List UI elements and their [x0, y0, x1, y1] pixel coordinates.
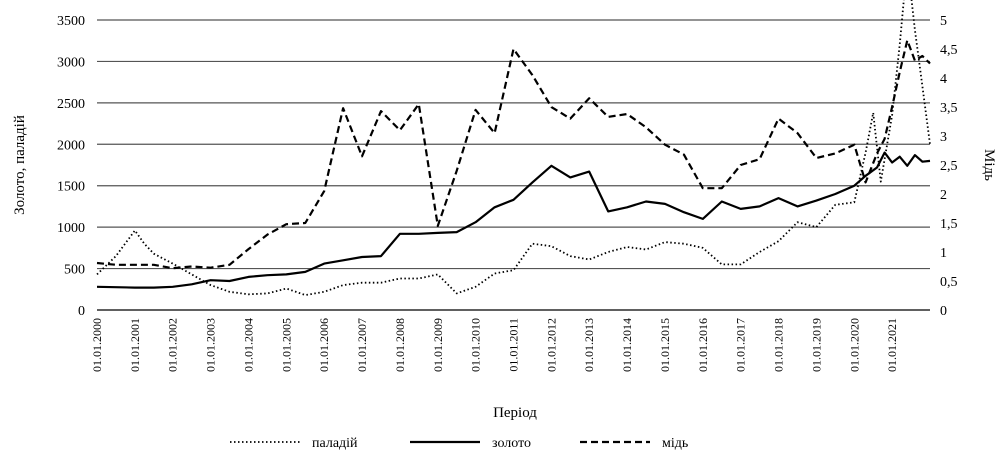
- x-axis-ticks: 01.01.2000 01.01.2001 01.01.2002 01.01.2003…: [90, 318, 899, 372]
- y-right-tick-label: 5: [940, 14, 947, 29]
- legend-label: золото: [492, 436, 531, 451]
- y-left-tick-label: 2500: [57, 97, 85, 112]
- x-tick-label: 01.01.2010: [469, 318, 483, 372]
- left-axis-ticks: 0 500 1000 1500 2000 2500 3000 3500: [57, 14, 85, 319]
- x-tick-label: 01.01.2016: [696, 318, 710, 372]
- x-tick-label: 01.01.2017: [734, 318, 748, 372]
- x-tick-label: 01.01.2004: [241, 318, 255, 372]
- y-right-tick-label: 4: [940, 72, 947, 87]
- y-left-tick-label: 3500: [57, 14, 85, 29]
- y-right-tick-label: 3: [940, 130, 947, 145]
- x-tick-label: 01.01.2013: [582, 318, 596, 372]
- series-line-solid: [96, 151, 931, 289]
- y-right-tick-label: 0: [940, 304, 947, 319]
- y-left-tick-label: 500: [64, 263, 85, 278]
- y-axis-left-title: Золото, паладій: [12, 115, 28, 215]
- legend-label: паладій: [312, 436, 358, 451]
- x-tick-label: 01.01.2015: [658, 318, 672, 372]
- y-axis-right-title: Мідь: [981, 149, 997, 181]
- x-axis-title: Період: [493, 405, 537, 421]
- y-right-tick-label: 1,5: [940, 217, 958, 232]
- y-right-tick-label: 2: [940, 188, 947, 203]
- x-tick-label: 01.01.2021: [885, 318, 899, 372]
- x-tick-label: 01.01.2009: [431, 318, 445, 372]
- x-tick-label: 01.01.2012: [544, 318, 558, 372]
- y-right-tick-label: 0,5: [940, 275, 958, 290]
- y-left-tick-label: 1000: [57, 221, 85, 236]
- series-line-dotted: [96, 0, 931, 297]
- x-tick-label: 01.01.2019: [809, 318, 823, 372]
- y-right-tick-label: 4,5: [940, 43, 958, 58]
- series-line-dashed: [96, 39, 931, 270]
- x-tick-label: 01.01.2014: [620, 318, 634, 372]
- x-tick-label: 01.01.2000: [90, 318, 104, 372]
- x-tick-label: 01.01.2006: [317, 318, 331, 372]
- x-tick-label: 01.01.2001: [128, 318, 142, 372]
- gridlines: [97, 19, 930, 270]
- y-left-tick-label: 3000: [57, 55, 85, 70]
- y-left-tick-label: 0: [78, 304, 85, 319]
- x-tick-label: 01.01.2008: [393, 318, 407, 372]
- y-right-tick-label: 1: [940, 246, 947, 261]
- x-tick-label: 01.01.2018: [772, 318, 786, 372]
- y-left-tick-label: 2000: [57, 138, 85, 153]
- right-axis-ticks: 0 0,5 1 1,5 2 2,5 3 3,5 4 4,5 5: [940, 14, 958, 319]
- series-lines: [96, 0, 931, 297]
- x-tick-label: 01.01.2011: [507, 318, 521, 372]
- legend-label: мідь: [662, 436, 688, 451]
- legend: паладій золото мідь: [230, 436, 688, 451]
- x-tick-label: 01.01.2005: [279, 318, 293, 372]
- y-left-tick-label: 1500: [57, 180, 85, 195]
- x-tick-label: 01.01.2020: [847, 318, 861, 372]
- y-right-tick-label: 3,5: [940, 101, 958, 116]
- y-right-tick-label: 2,5: [940, 159, 958, 174]
- x-tick-label: 01.01.2003: [204, 318, 218, 372]
- x-tick-label: 01.01.2007: [355, 318, 369, 372]
- x-tick-label: 01.01.2002: [166, 318, 180, 372]
